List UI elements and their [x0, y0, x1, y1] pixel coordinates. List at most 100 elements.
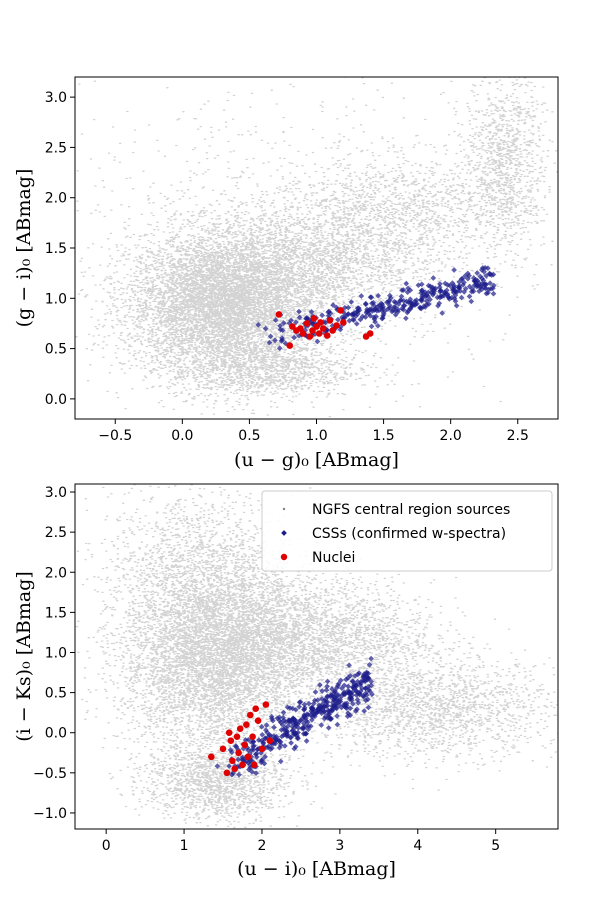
css-point — [425, 289, 432, 296]
css-point — [259, 731, 266, 738]
nucleus-point — [329, 327, 336, 334]
css-point — [451, 282, 458, 289]
nucleus-point — [250, 761, 258, 769]
css-point — [279, 335, 285, 341]
css-point — [277, 322, 283, 329]
css-point — [413, 297, 420, 303]
nucleus-point — [254, 717, 262, 724]
series-nuclei — [275, 307, 374, 349]
nucleus-point — [243, 721, 250, 728]
css-point — [400, 306, 407, 313]
nucleus-point — [323, 332, 331, 339]
css-point — [469, 286, 476, 292]
css-point — [432, 285, 439, 292]
nucleus-point — [225, 729, 233, 736]
css-point — [490, 290, 497, 297]
css-point — [305, 711, 311, 718]
css-point — [229, 749, 235, 756]
legend-marker-ngfs — [282, 507, 286, 511]
css-point — [398, 293, 405, 300]
css-point — [353, 320, 360, 327]
nucleus-point — [239, 761, 246, 769]
css-point — [351, 685, 358, 691]
css-point — [292, 722, 299, 729]
css-point — [414, 300, 420, 307]
css-point — [379, 307, 385, 314]
nucleus-point — [249, 733, 256, 740]
nucleus-point — [333, 322, 340, 329]
css-point — [279, 722, 286, 728]
css-point — [365, 696, 371, 703]
css-point — [301, 701, 308, 708]
x-tick-label: 2.5 — [507, 428, 529, 444]
css-point — [248, 739, 255, 746]
css-point — [375, 322, 381, 329]
css-point — [301, 712, 308, 718]
css-point — [347, 705, 354, 712]
css-point — [392, 304, 399, 311]
css-point — [427, 296, 433, 303]
bottom-scatter-panel: 0 1 2 3 4 5 −1.0 −0.5 0.0 0.5 1.0 1.5 2.0 2.5 3.0 (u −… — [13, 483, 559, 880]
css-point — [345, 304, 352, 311]
css-point — [277, 326, 284, 333]
css-point — [483, 281, 490, 288]
css-point — [293, 319, 299, 326]
css-point — [357, 316, 364, 323]
legend-label-ngfs: NGFS central region sources — [312, 502, 510, 518]
css-point — [253, 750, 260, 757]
css-point — [316, 702, 322, 709]
nucleus-point — [313, 323, 320, 330]
css-point — [349, 700, 356, 707]
css-point — [232, 743, 239, 749]
nucleus-point — [315, 330, 323, 337]
y-tick-label: 0.5 — [45, 686, 67, 702]
css-point — [314, 697, 321, 703]
css-point — [288, 317, 294, 324]
css-point — [314, 338, 321, 345]
nucleus-point — [244, 753, 252, 761]
nucleus-point — [289, 323, 296, 330]
y-tick-label: 2.5 — [45, 525, 67, 541]
css-point — [291, 334, 297, 341]
css-point — [360, 674, 367, 681]
css-point — [349, 678, 356, 685]
css-point — [329, 686, 335, 692]
css-point — [366, 661, 373, 668]
css-point — [284, 728, 291, 735]
css-point — [435, 302, 441, 309]
css-point — [385, 299, 392, 305]
css-point — [337, 326, 344, 333]
series-background-sources — [75, 77, 558, 418]
css-point — [359, 685, 366, 692]
css-point — [306, 700, 312, 707]
css-point — [297, 699, 304, 705]
legend-box — [261, 490, 553, 572]
css-point — [269, 745, 275, 751]
css-point — [318, 696, 325, 702]
css-point — [335, 682, 341, 689]
css-point — [366, 688, 373, 695]
legend-marker-css — [281, 530, 287, 536]
css-point — [403, 298, 410, 305]
css-point — [236, 771, 242, 778]
css-point — [437, 288, 443, 295]
css-point — [267, 333, 274, 340]
css-point — [308, 308, 315, 315]
css-point — [324, 678, 331, 685]
y-tick-label: 1.0 — [45, 291, 67, 307]
css-point — [439, 310, 446, 316]
css-point — [323, 703, 329, 710]
css-point — [261, 760, 268, 767]
nucleus-point — [233, 733, 241, 740]
css-point — [276, 744, 283, 751]
css-point — [336, 702, 342, 708]
css-point — [456, 279, 463, 285]
bottom-x-axis-label: (u − i)₀ [ABmag] — [237, 858, 396, 880]
y-tick-label: 1.5 — [45, 241, 67, 257]
x-tick-label: 1.5 — [372, 428, 394, 444]
css-point — [296, 314, 303, 321]
css-point — [368, 678, 375, 685]
css-point — [365, 674, 372, 681]
css-point — [319, 706, 326, 713]
